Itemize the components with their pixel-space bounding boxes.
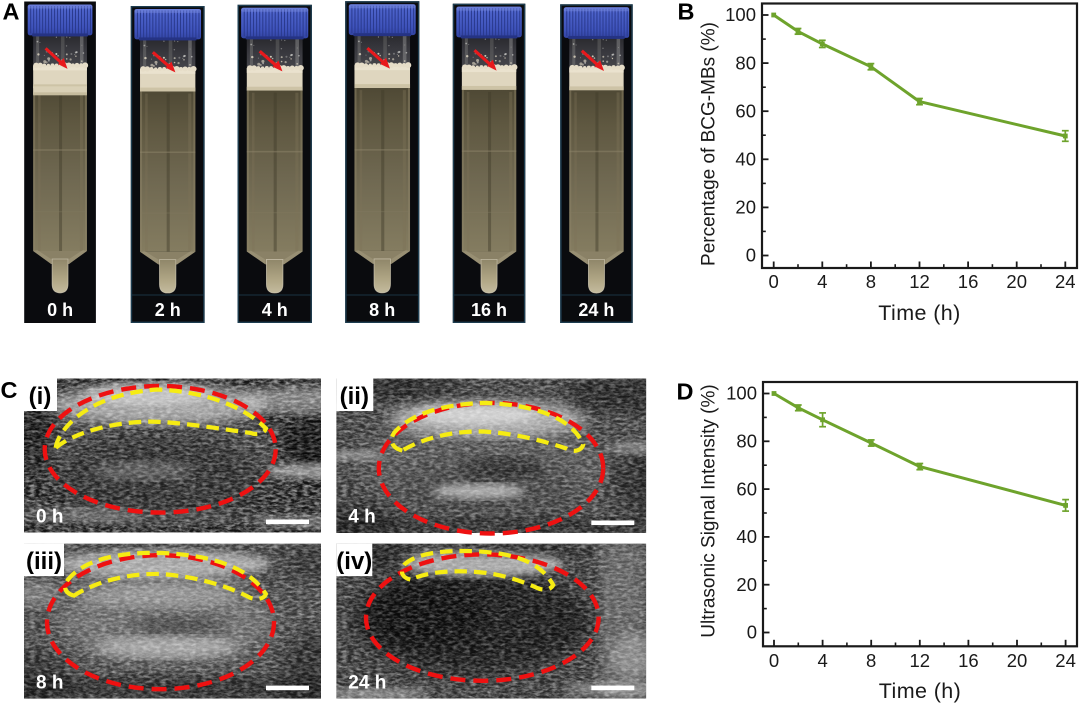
svg-text:0 h: 0 h	[47, 300, 73, 320]
svg-text:(iii): (iii)	[26, 548, 62, 575]
svg-text:8: 8	[866, 271, 876, 292]
svg-text:8 h: 8 h	[369, 300, 395, 320]
svg-text:12: 12	[910, 650, 931, 671]
svg-text:(iv): (iv)	[336, 548, 372, 575]
svg-text:16: 16	[958, 271, 979, 292]
svg-text:20: 20	[1007, 650, 1028, 671]
svg-text:20: 20	[736, 574, 757, 595]
svg-text:2 h: 2 h	[155, 300, 181, 320]
svg-text:20: 20	[1006, 271, 1027, 292]
svg-text:100: 100	[725, 4, 756, 25]
svg-text:4 h: 4 h	[348, 507, 375, 528]
svg-text:80: 80	[736, 431, 757, 452]
svg-text:0: 0	[746, 245, 756, 266]
svg-text:8 h: 8 h	[36, 673, 63, 694]
svg-text:Time (h): Time (h)	[879, 679, 961, 703]
svg-text:24 h: 24 h	[578, 300, 614, 320]
svg-text:0 h: 0 h	[36, 507, 63, 528]
svg-text:D: D	[677, 379, 694, 405]
svg-text:4 h: 4 h	[262, 300, 288, 320]
svg-text:40: 40	[736, 526, 757, 547]
svg-text:4: 4	[817, 650, 827, 671]
svg-text:12: 12	[909, 271, 930, 292]
svg-text:0: 0	[769, 271, 779, 292]
svg-text:C: C	[1, 377, 18, 403]
svg-text:0: 0	[747, 622, 757, 643]
svg-text:Time (h): Time (h)	[878, 301, 960, 325]
svg-text:A: A	[3, 0, 20, 25]
svg-text:24: 24	[1055, 650, 1076, 671]
svg-text:60: 60	[735, 100, 756, 121]
svg-text:24: 24	[1055, 271, 1076, 292]
svg-text:40: 40	[735, 149, 756, 170]
svg-text:8: 8	[866, 650, 876, 671]
svg-text:16: 16	[958, 650, 979, 671]
svg-text:B: B	[678, 0, 695, 25]
svg-text:Percentage of BCG-MBs (%): Percentage of BCG-MBs (%)	[699, 22, 720, 266]
svg-text:0: 0	[769, 650, 779, 671]
svg-text:20: 20	[735, 197, 756, 218]
svg-text:(ii): (ii)	[340, 383, 369, 410]
svg-text:60: 60	[736, 478, 757, 499]
svg-text:Ultrasonic Signal Intensity (%: Ultrasonic Signal Intensity (%)	[699, 384, 720, 637]
svg-text:(i): (i)	[29, 383, 52, 410]
svg-text:24 h: 24 h	[348, 673, 386, 694]
svg-text:80: 80	[735, 52, 756, 73]
svg-text:16 h: 16 h	[471, 300, 507, 320]
svg-text:100: 100	[726, 383, 757, 404]
svg-text:4: 4	[817, 271, 827, 292]
